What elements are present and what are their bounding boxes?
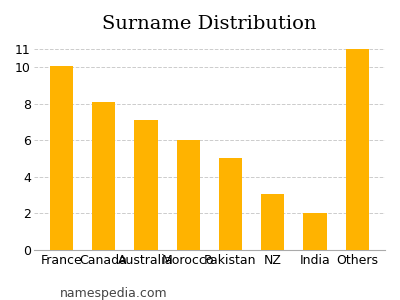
Bar xyxy=(134,120,158,250)
Bar xyxy=(176,140,200,250)
Bar xyxy=(261,194,284,250)
Bar xyxy=(92,102,115,250)
Bar xyxy=(50,66,73,250)
Text: namespedia.com: namespedia.com xyxy=(60,287,168,300)
Bar xyxy=(346,49,369,250)
Title: Surname Distribution: Surname Distribution xyxy=(102,15,316,33)
Bar xyxy=(304,213,327,250)
Bar xyxy=(219,158,242,250)
